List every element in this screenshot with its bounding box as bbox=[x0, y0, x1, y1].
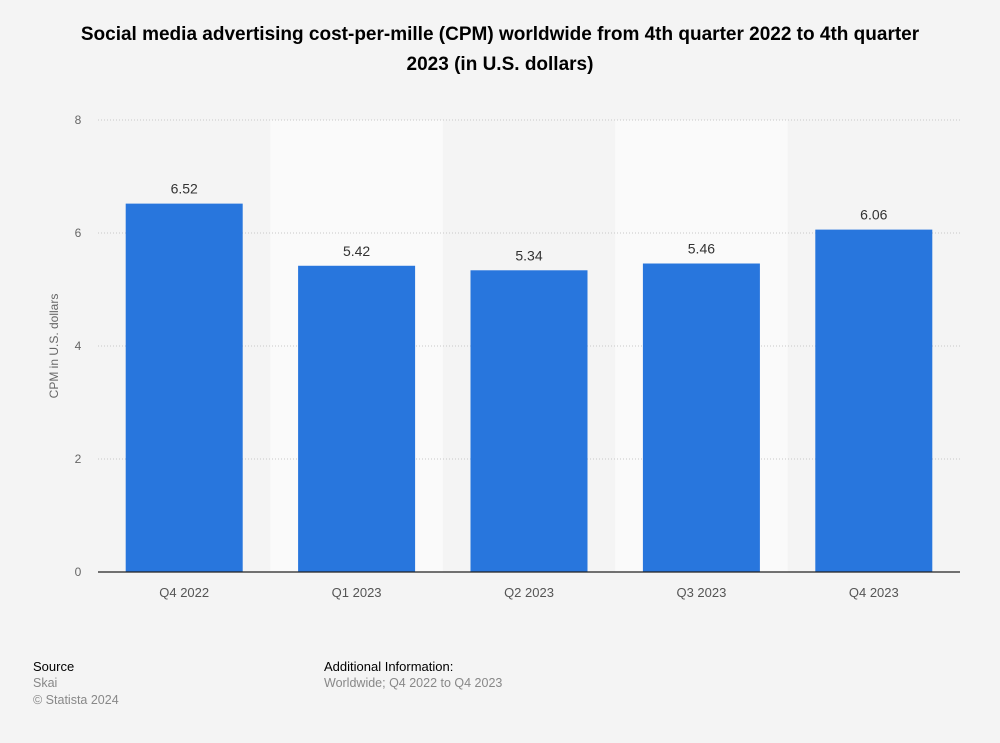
bar bbox=[815, 229, 933, 573]
x-tick-label: Q2 2023 bbox=[504, 585, 554, 600]
bar bbox=[642, 263, 760, 572]
y-axis-label: CPM in U.S. dollars bbox=[47, 294, 61, 399]
data-label: 6.06 bbox=[860, 207, 887, 223]
bar bbox=[298, 265, 416, 572]
bar bbox=[125, 203, 243, 572]
info-heading: Additional Information: bbox=[324, 659, 454, 674]
y-tick-label: 2 bbox=[75, 452, 82, 466]
y-tick-label: 8 bbox=[75, 113, 82, 127]
x-tick-label: Q3 2023 bbox=[676, 585, 726, 600]
x-tick-label: Q1 2023 bbox=[332, 585, 382, 600]
y-tick-label: 6 bbox=[75, 226, 82, 240]
y-tick-label: 4 bbox=[75, 339, 82, 353]
source-text[interactable]: Skai bbox=[33, 676, 58, 690]
x-tick-label: Q4 2023 bbox=[849, 585, 899, 600]
additional-info-block: Additional Information: Worldwide; Q4 20… bbox=[324, 658, 502, 692]
data-label: 6.52 bbox=[171, 181, 198, 197]
bar bbox=[470, 270, 588, 572]
bar-chart: 0 2 4 6 8 CPM in U.S. dollars 6.52 Q4 2022 5.42 Q… bbox=[47, 113, 960, 600]
source-heading: Source bbox=[33, 659, 75, 674]
data-label: 5.34 bbox=[515, 247, 542, 263]
data-label: 5.42 bbox=[343, 243, 370, 259]
data-label: 5.46 bbox=[688, 241, 715, 257]
chart-title: Social media advertising cost-per-mille … bbox=[80, 24, 920, 75]
x-tick-label: Q4 2022 bbox=[159, 585, 209, 600]
source-block: Source Skai © Statista 2024 bbox=[33, 658, 119, 709]
info-text: Worldwide; Q4 2022 to Q4 2023 bbox=[324, 676, 503, 690]
y-tick-label: 0 bbox=[75, 565, 82, 579]
copyright: © Statista 2024 bbox=[33, 693, 119, 707]
